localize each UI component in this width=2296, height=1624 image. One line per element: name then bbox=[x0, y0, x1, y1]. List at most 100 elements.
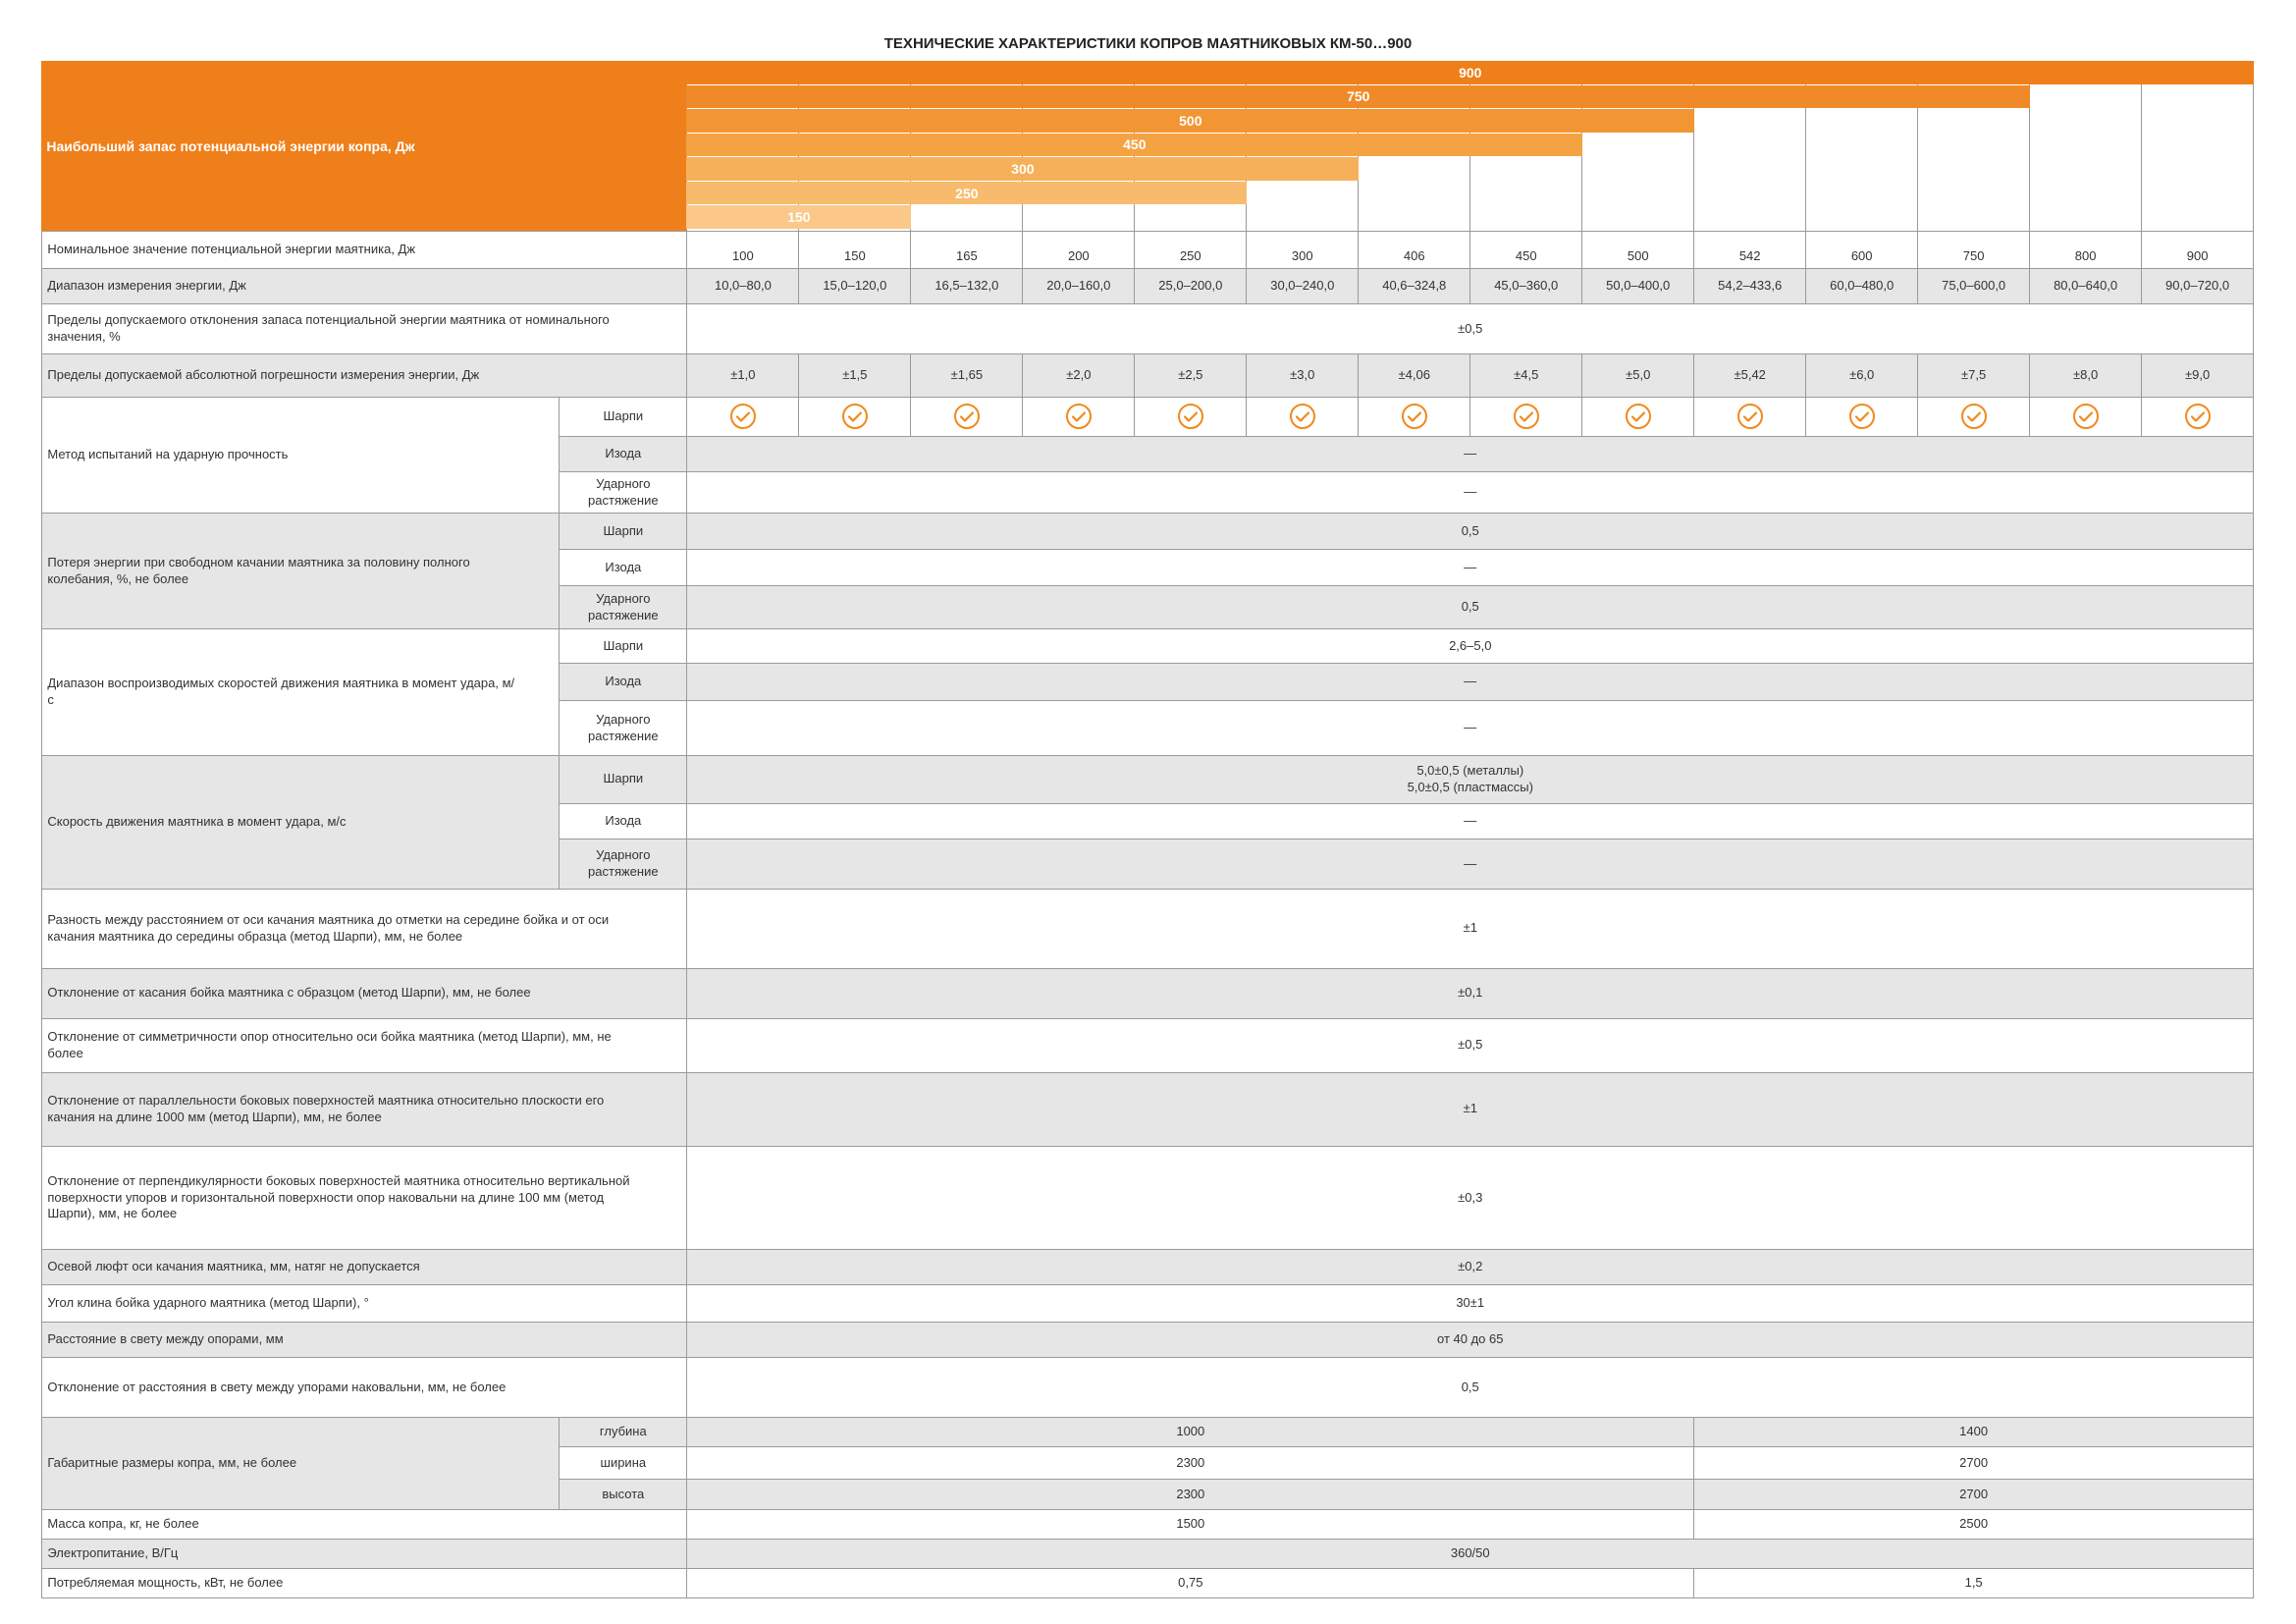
check-icon bbox=[686, 397, 800, 437]
value-cell: 0,5 bbox=[686, 585, 2255, 630]
value-cell: 40,6–324,8 bbox=[1358, 267, 1471, 304]
energy-bar: 750 bbox=[686, 84, 2031, 109]
check-icon bbox=[1358, 397, 1471, 437]
check bbox=[953, 404, 980, 430]
value-cell: ±7,5 bbox=[1917, 353, 2031, 399]
energy-bar: 300 bbox=[686, 157, 1360, 181]
row-label: Габаритные размеры копра, мм, не более bbox=[41, 1416, 561, 1510]
value-cell: ±1,5 bbox=[798, 353, 912, 399]
row-label: Потребляемая мощность, кВт, не более bbox=[41, 1568, 688, 1599]
check-icon bbox=[798, 397, 912, 437]
row-label: Потеря энергии при свободном качании мая… bbox=[41, 513, 561, 630]
value-cell: 30±1 bbox=[686, 1284, 2255, 1323]
value-cell: 0,5 bbox=[686, 1357, 2255, 1418]
sub-label: Ударного растяжение bbox=[559, 585, 688, 630]
energy-bar: 900 bbox=[686, 61, 2255, 84]
row-label: Осевой люфт оси качания маятника, мм, на… bbox=[41, 1248, 688, 1286]
check-icon bbox=[910, 397, 1024, 437]
check bbox=[1065, 404, 1092, 430]
check-icon bbox=[1022, 397, 1136, 437]
sub-label: Изода bbox=[559, 548, 688, 587]
value-cell: 0,5 bbox=[686, 513, 2255, 550]
value-cell: ±1 bbox=[686, 1071, 2255, 1148]
energy-bar: 500 bbox=[686, 109, 1695, 133]
row-label: Электропитание, В/Гц bbox=[41, 1538, 688, 1570]
sub-label: Изода bbox=[559, 663, 688, 702]
value-cell: ±4,06 bbox=[1358, 353, 1471, 399]
row-label: Пределы допускаемого отклонения запаса п… bbox=[41, 302, 688, 355]
check-icon bbox=[1246, 397, 1360, 437]
check-icon bbox=[1134, 397, 1248, 437]
check-icon bbox=[2141, 397, 2255, 437]
value-cell: 600 bbox=[1805, 230, 1919, 269]
value-cell: 25,0–200,0 bbox=[1134, 267, 1248, 304]
value-cell: 200 bbox=[1022, 230, 1136, 269]
value-cell: ±1 bbox=[686, 889, 2255, 969]
value-cell: 90,0–720,0 bbox=[2141, 267, 2255, 304]
value-cell: от 40 до 65 bbox=[686, 1321, 2255, 1359]
value-cell: 75,0–600,0 bbox=[1917, 267, 2031, 304]
value-cell: ±6,0 bbox=[1805, 353, 1919, 399]
value-cell: — bbox=[686, 470, 2255, 514]
value-cell: 15,0–120,0 bbox=[798, 267, 912, 304]
row-label: Отклонение от симметричности опор относи… bbox=[41, 1018, 688, 1073]
sub-label: Шарпи bbox=[559, 628, 688, 665]
value-cell: 60,0–480,0 bbox=[1805, 267, 1919, 304]
value-cell: 100 bbox=[686, 230, 800, 269]
check-icon bbox=[1693, 397, 1807, 437]
header-column bbox=[2141, 61, 2255, 232]
value-cell: 2,6–5,0 bbox=[686, 628, 2255, 665]
check bbox=[2072, 404, 2099, 430]
sub-label: Шарпи bbox=[559, 755, 688, 804]
check-icon bbox=[1581, 397, 1695, 437]
row-label: Отклонение от перпендикулярности боковых… bbox=[41, 1146, 688, 1250]
value-cell: ±5,42 bbox=[1693, 353, 1807, 399]
value-cell: 1400 bbox=[1693, 1416, 2255, 1448]
sub-label: глубина bbox=[559, 1416, 688, 1448]
value-cell: 800 bbox=[2029, 230, 2143, 269]
value-cell: 0,75 bbox=[686, 1568, 1695, 1599]
check-icon bbox=[1805, 397, 1919, 437]
value-cell: ±8,0 bbox=[2029, 353, 2143, 399]
check-icon bbox=[1469, 397, 1583, 437]
row-label: Скорость движения маятника в момент удар… bbox=[41, 755, 561, 891]
row-label: Номинальное значение потенциальной энерг… bbox=[41, 230, 688, 269]
row-label: Диапазон измерения энергии, Дж bbox=[41, 267, 688, 304]
check bbox=[1513, 404, 1539, 430]
sub-label: Ударного растяжение bbox=[559, 700, 688, 757]
check bbox=[1401, 404, 1427, 430]
value-cell: 2500 bbox=[1693, 1508, 2255, 1540]
value-cell: — bbox=[686, 435, 2255, 472]
value-cell: 406 bbox=[1358, 230, 1471, 269]
value-cell: 20,0–160,0 bbox=[1022, 267, 1136, 304]
value-cell: 750 bbox=[1917, 230, 2031, 269]
sub-label: Ударного растяжение bbox=[559, 838, 688, 891]
value-cell: — bbox=[686, 838, 2255, 891]
value-cell: 2700 bbox=[1693, 1479, 2255, 1510]
value-cell: 500 bbox=[1581, 230, 1695, 269]
value-cell: ±0,5 bbox=[686, 302, 2255, 355]
value-cell: 80,0–640,0 bbox=[2029, 267, 2143, 304]
sub-label: Шарпи bbox=[559, 397, 688, 437]
value-cell: — bbox=[686, 548, 2255, 587]
check-icon bbox=[2029, 397, 2143, 437]
energy-bar: 450 bbox=[686, 133, 1583, 157]
value-cell: 16,5–132,0 bbox=[910, 267, 1024, 304]
value-cell: 450 bbox=[1469, 230, 1583, 269]
row-label: Диапазон воспроизводимых скоростей движе… bbox=[41, 628, 561, 757]
value-cell: 250 bbox=[1134, 230, 1248, 269]
value-cell: ±0,5 bbox=[686, 1018, 2255, 1073]
value-cell: 5,0±0,5 (металлы) 5,0±0,5 (пластмассы) bbox=[686, 755, 2255, 804]
value-cell: ±3,0 bbox=[1246, 353, 1360, 399]
value-cell: ±1,0 bbox=[686, 353, 800, 399]
energy-bar: 250 bbox=[686, 181, 1248, 205]
value-cell: 45,0–360,0 bbox=[1469, 267, 1583, 304]
row-label: Метод испытаний на ударную прочность bbox=[41, 397, 561, 514]
value-cell: 54,2–433,6 bbox=[1693, 267, 1807, 304]
value-cell: 542 bbox=[1693, 230, 1807, 269]
row-label: Разность между расстоянием от оси качани… bbox=[41, 889, 688, 969]
value-cell: ±9,0 bbox=[2141, 353, 2255, 399]
value-cell: — bbox=[686, 663, 2255, 702]
sub-label: ширина bbox=[559, 1446, 688, 1481]
